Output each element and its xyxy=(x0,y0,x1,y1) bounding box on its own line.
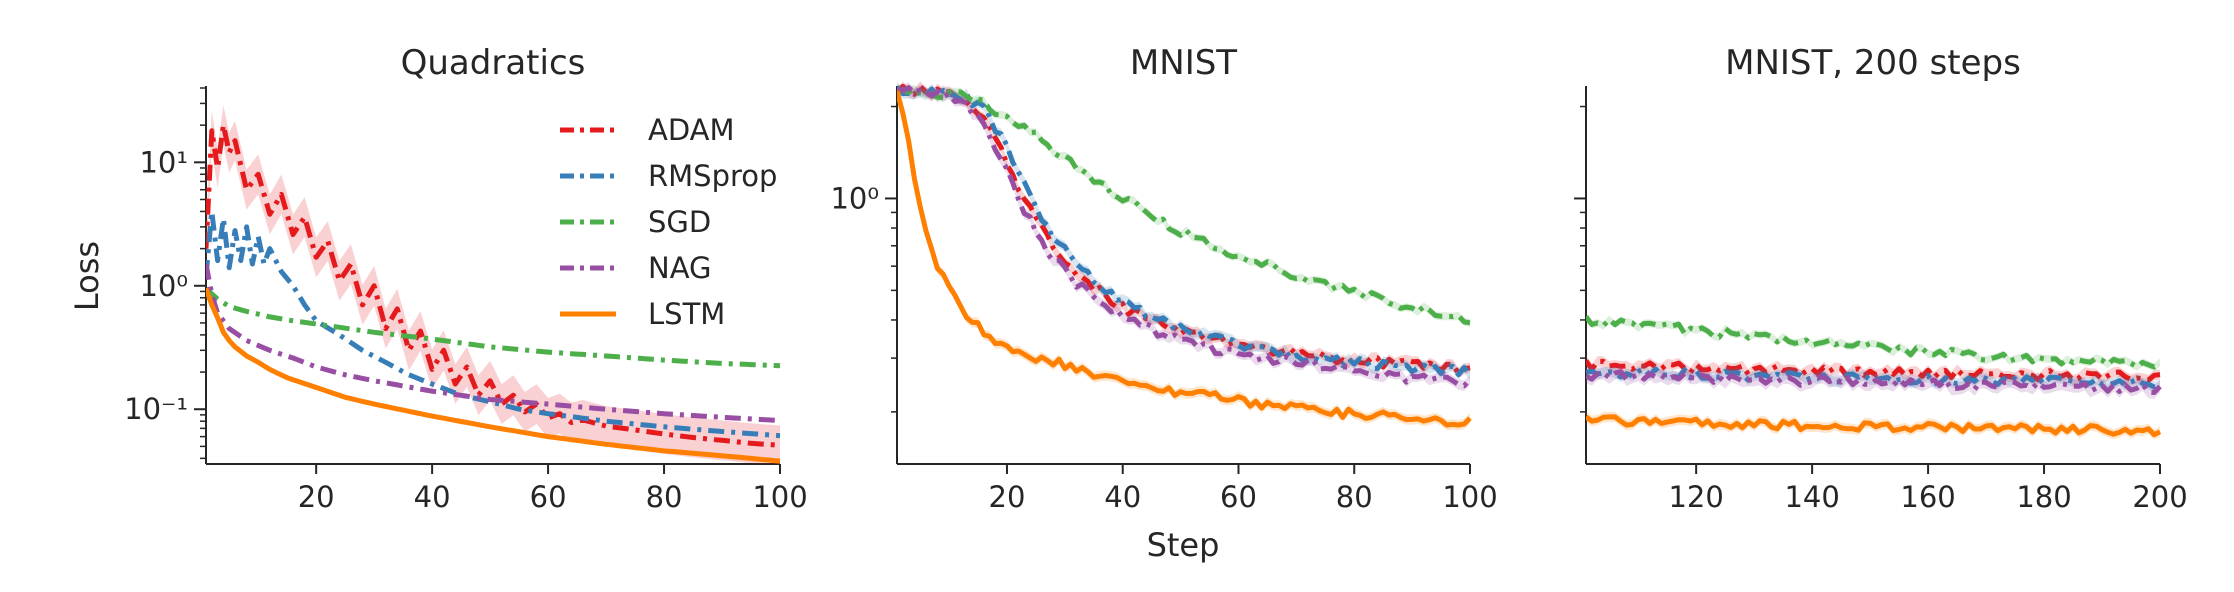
chart-title: MNIST, 200 steps xyxy=(1725,43,2021,83)
x-tick-label: 40 xyxy=(1104,480,1141,514)
legend-label-rmsprop: RMSprop xyxy=(648,159,777,193)
series-line-lstm xyxy=(1586,414,2162,438)
series-line-sgd xyxy=(206,286,781,369)
plot-area xyxy=(1586,312,2162,440)
legend-label-adam: ADAM xyxy=(648,113,735,147)
x-tick-label: 100 xyxy=(1442,480,1497,514)
series-line-lstm xyxy=(897,90,1472,428)
x-tick-label: 80 xyxy=(646,480,683,514)
x-tick-label: 120 xyxy=(1668,480,1723,514)
chart-title: MNIST xyxy=(1130,43,1237,83)
x-tick-label: 160 xyxy=(1900,480,1955,514)
chart-title: Quadratics xyxy=(401,43,586,83)
x-tick-label: 20 xyxy=(989,480,1026,514)
y-tick-label: 10⁻¹ xyxy=(124,392,188,426)
plot-area xyxy=(897,81,1472,431)
band-nag xyxy=(1586,365,2160,399)
x-tick-label: 100 xyxy=(752,480,807,514)
x-tick-label: 60 xyxy=(1220,480,1257,514)
series-line-lstm xyxy=(206,287,781,464)
legend-label-lstm: LSTM xyxy=(648,297,725,331)
series-line-rmsprop xyxy=(897,85,1472,378)
y-axis-label: Loss xyxy=(68,241,106,311)
x-tick-label: 80 xyxy=(1336,480,1373,514)
x-tick-label: 20 xyxy=(298,480,335,514)
x-tick-label: 60 xyxy=(530,480,567,514)
series-line-nag xyxy=(1586,369,2162,395)
y-tick-label: 10¹ xyxy=(139,145,188,179)
legend-label-nag: NAG xyxy=(648,251,712,285)
legend-label-sgd: SGD xyxy=(648,205,711,239)
x-axis-label: Step xyxy=(1147,526,1220,564)
plot-area xyxy=(206,105,781,464)
x-tick-label: 200 xyxy=(2132,480,2187,514)
band-adam xyxy=(206,105,780,464)
x-tick-label: 180 xyxy=(2016,480,2071,514)
series-line-nag xyxy=(897,85,1472,389)
y-tick-label: 10⁰ xyxy=(830,181,879,215)
x-tick-label: 140 xyxy=(1784,480,1839,514)
series-line-sgd xyxy=(1586,315,2162,370)
y-tick-label: 10⁰ xyxy=(139,269,188,303)
series-line-nag xyxy=(206,263,781,423)
panel-3: MNIST, 200 steps 120 140 160 180 200 xyxy=(1574,43,2188,514)
panel-2: MNIST 20 40 60 80 100 10⁰ Step xyxy=(830,43,1497,564)
band-sgd xyxy=(1586,312,2160,371)
panel-1: Quadratics 20 40 60 80 100 10¹ 10⁰ 10⁻¹ Loss xyxy=(68,43,808,514)
series-line-adam xyxy=(206,122,781,448)
legend: ADAM RMSprop SGD NAG LSTM xyxy=(560,113,777,331)
x-tick-label: 40 xyxy=(414,480,451,514)
series-line-sgd xyxy=(897,86,1471,326)
series-line-adam xyxy=(1586,358,2161,383)
series-line-adam xyxy=(897,83,1471,376)
series-line-rmsprop xyxy=(206,209,781,439)
